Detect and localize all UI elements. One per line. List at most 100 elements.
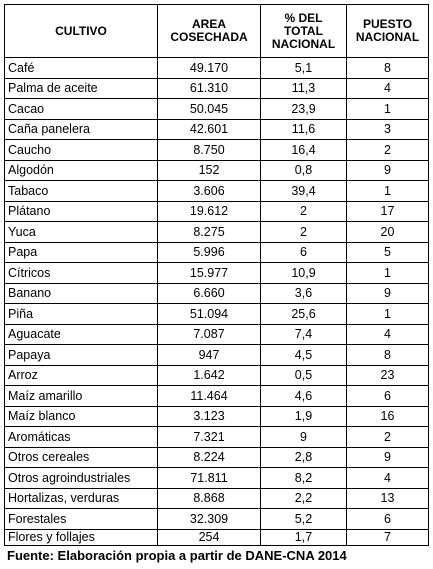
table-row: Otros cereales 8.224 2,8 9	[4, 446, 429, 468]
cell-cultivo: Maíz blanco	[4, 405, 158, 427]
cell-area-cosechada: 51.094	[157, 303, 261, 325]
cell-cultivo: Tabaco	[4, 180, 158, 202]
table-row: Algodón 152 0,8 9	[4, 159, 429, 181]
cell-porcentaje: 11,6	[260, 118, 347, 140]
table-row: Piña 51.094 25,6 1	[4, 303, 429, 325]
cell-porcentaje: 2,2	[260, 487, 347, 509]
cell-area-cosechada: 6.660	[157, 282, 261, 304]
cell-cultivo: Cacao	[4, 98, 158, 120]
cell-porcentaje: 8,2	[260, 467, 347, 489]
cell-cultivo: Otros agroindustriales	[4, 467, 158, 489]
cell-cultivo: Plátano	[4, 200, 158, 222]
cell-porcentaje: 39,4	[260, 180, 347, 202]
cell-puesto: 13	[346, 487, 429, 509]
cell-cultivo: Aromáticas	[4, 426, 158, 448]
cell-porcentaje: 2	[260, 221, 347, 243]
cell-area-cosechada: 3.606	[157, 180, 261, 202]
cell-porcentaje: 1,9	[260, 405, 347, 427]
cell-porcentaje: 5,2	[260, 508, 347, 530]
cell-puesto: 3	[346, 118, 429, 140]
cell-puesto: 16	[346, 405, 429, 427]
cell-porcentaje: 6	[260, 241, 347, 263]
table-header-row: CULTIVO AREA COSECHADA % DEL TOTAL NACIO…	[4, 4, 429, 58]
header-puesto-nacional: PUESTO NACIONAL	[346, 4, 429, 58]
cell-porcentaje: 23,9	[260, 98, 347, 120]
cell-area-cosechada: 61.310	[157, 77, 261, 99]
cell-cultivo: Otros cereales	[4, 446, 158, 468]
cell-porcentaje: 3,6	[260, 282, 347, 304]
cell-cultivo: Piña	[4, 303, 158, 325]
table-row: Arroz 1.642 0,5 23	[4, 364, 429, 386]
cell-area-cosechada: 19.612	[157, 200, 261, 222]
cell-porcentaje: 5,1	[260, 57, 347, 79]
cell-porcentaje: 10,9	[260, 262, 347, 284]
cell-puesto: 2	[346, 426, 429, 448]
cell-cultivo: Banano	[4, 282, 158, 304]
table-row: Yuca 8.275 2 20	[4, 221, 429, 243]
cell-porcentaje: 9	[260, 426, 347, 448]
cell-puesto: 17	[346, 200, 429, 222]
table-row: Forestales 32.309 5,2 6	[4, 508, 429, 530]
cell-area-cosechada: 42.601	[157, 118, 261, 140]
cell-cultivo: Cítricos	[4, 262, 158, 284]
cell-porcentaje: 11,3	[260, 77, 347, 99]
cell-area-cosechada: 3.123	[157, 405, 261, 427]
header-cultivo: CULTIVO	[4, 4, 158, 58]
cell-area-cosechada: 7.321	[157, 426, 261, 448]
cell-porcentaje: 4,5	[260, 344, 347, 366]
table-row: Papaya 947 4,5 8	[4, 344, 429, 366]
cell-puesto: 9	[346, 446, 429, 468]
cell-cultivo: Algodón	[4, 159, 158, 181]
cell-porcentaje: 4,6	[260, 385, 347, 407]
cell-area-cosechada: 11.464	[157, 385, 261, 407]
cell-cultivo: Papaya	[4, 344, 158, 366]
cell-porcentaje: 25,6	[260, 303, 347, 325]
cell-puesto: 8	[346, 57, 429, 79]
cell-puesto: 8	[346, 344, 429, 366]
cell-puesto: 9	[346, 159, 429, 181]
cell-puesto: 7	[346, 528, 429, 546]
cell-cultivo: Aguacate	[4, 323, 158, 345]
table-row: Banano 6.660 3,6 9	[4, 282, 429, 304]
table-row: Palma de aceite 61.310 11,3 4	[4, 77, 429, 99]
cell-porcentaje: 1,7	[260, 528, 347, 546]
cell-area-cosechada: 32.309	[157, 508, 261, 530]
cell-cultivo: Flores y follajes	[4, 528, 158, 546]
cell-cultivo: Hortalizas, verduras	[4, 487, 158, 509]
cell-area-cosechada: 254	[157, 528, 261, 546]
table-row: Aguacate 7.087 7,4 4	[4, 323, 429, 345]
table-row: Maíz amarillo 11.464 4,6 6	[4, 385, 429, 407]
cell-puesto: 4	[346, 467, 429, 489]
cell-puesto: 5	[346, 241, 429, 263]
cell-puesto: 20	[346, 221, 429, 243]
table-row: Aromáticas 7.321 9 2	[4, 426, 429, 448]
cell-puesto: 23	[346, 364, 429, 386]
cell-area-cosechada: 5.996	[157, 241, 261, 263]
table-row: Otros agroindustriales 71.811 8,2 4	[4, 467, 429, 489]
cell-puesto: 1	[346, 303, 429, 325]
cell-area-cosechada: 8.224	[157, 446, 261, 468]
cell-area-cosechada: 8.275	[157, 221, 261, 243]
table-row: Plátano 19.612 2 17	[4, 200, 429, 222]
cell-cultivo: Yuca	[4, 221, 158, 243]
cell-area-cosechada: 71.811	[157, 467, 261, 489]
cell-porcentaje: 16,4	[260, 139, 347, 161]
cell-cultivo: Arroz	[4, 364, 158, 386]
cell-puesto: 9	[346, 282, 429, 304]
table-body: Café 49.170 5,1 8 Palma de aceite 61.310 11,3 4…	[4, 57, 429, 546]
cell-porcentaje: 2,8	[260, 446, 347, 468]
cell-puesto: 6	[346, 508, 429, 530]
cell-puesto: 4	[346, 77, 429, 99]
cell-puesto: 2	[346, 139, 429, 161]
cell-cultivo: Forestales	[4, 508, 158, 530]
cell-porcentaje: 7,4	[260, 323, 347, 345]
cell-area-cosechada: 15.977	[157, 262, 261, 284]
table-row: Tabaco 3.606 39,4 1	[4, 180, 429, 202]
cell-cultivo: Palma de aceite	[4, 77, 158, 99]
cell-area-cosechada: 8.868	[157, 487, 261, 509]
crop-area-table: CULTIVO AREA COSECHADA % DEL TOTAL NACIO…	[4, 4, 429, 546]
cell-puesto: 1	[346, 262, 429, 284]
table-row: Maíz blanco 3.123 1,9 16	[4, 405, 429, 427]
cell-puesto: 6	[346, 385, 429, 407]
cell-porcentaje: 0,8	[260, 159, 347, 181]
